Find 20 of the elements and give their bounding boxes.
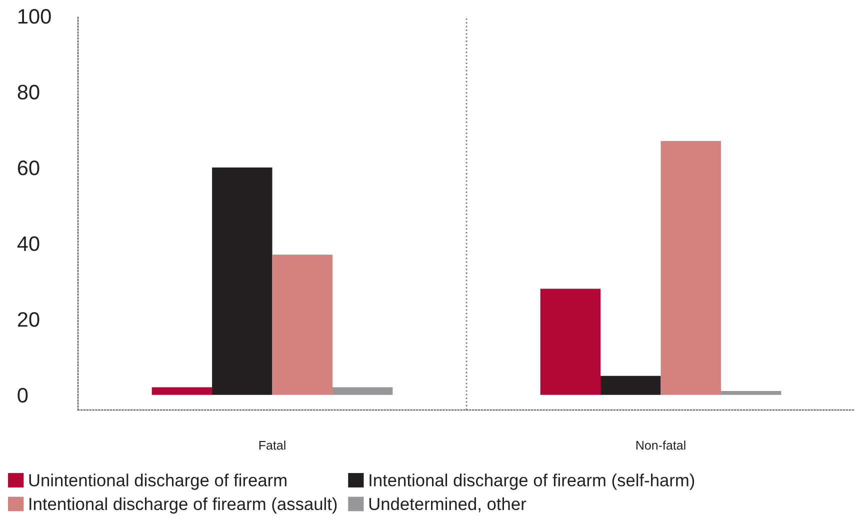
bar xyxy=(540,288,601,395)
legend-label: Intentional discharge of firearm (assault) xyxy=(30,497,337,514)
y-tick-label: 20 xyxy=(18,312,40,327)
x-tick-label: Fatal xyxy=(259,440,286,450)
bar xyxy=(152,387,212,395)
bar xyxy=(600,376,661,395)
y-tick-label: 100 xyxy=(18,9,51,24)
bar xyxy=(212,168,272,395)
bar xyxy=(720,391,782,395)
bar xyxy=(272,254,332,395)
y-tick-label: 0 xyxy=(18,388,28,403)
legend-label: Unintentional discharge of firearm xyxy=(29,474,286,490)
bar xyxy=(660,141,721,395)
y-tick-label: 80 xyxy=(18,84,40,100)
y-tick-label: 60 xyxy=(18,160,40,176)
legend-label: Undetermined, other xyxy=(369,497,526,512)
bar xyxy=(332,387,393,395)
legend-label: Intentional discharge of firearm (self-harm) xyxy=(370,474,694,490)
y-tick-label: 40 xyxy=(17,236,40,252)
x-tick-label: Non-fatal xyxy=(636,440,686,450)
